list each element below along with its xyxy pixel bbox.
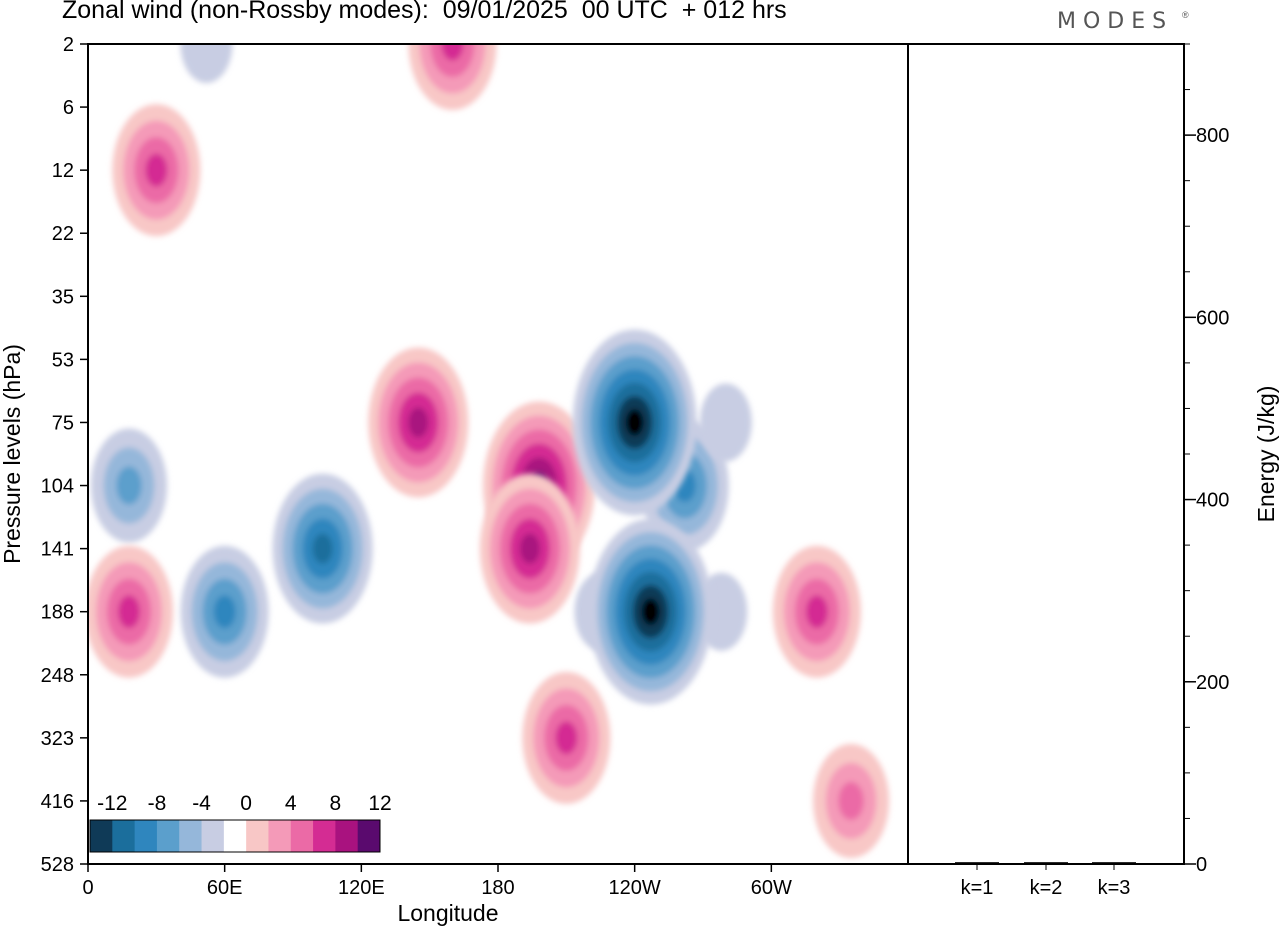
- energy-axis-title: Energy (J/kg): [1253, 386, 1279, 523]
- colorbar-swatch: [112, 820, 136, 852]
- heatmap-feature: [180, 545, 269, 678]
- heatmap-feature: [180, 44, 233, 83]
- x-tick-label: 60W: [751, 877, 792, 899]
- colorbar-swatch: [246, 820, 269, 852]
- heatmap-contour: [213, 595, 236, 629]
- energy-category-label: k=2: [1030, 877, 1063, 899]
- x-tick-label: 120E: [338, 877, 385, 899]
- colorbar-label: -8: [148, 792, 167, 815]
- y-tick-label: 416: [41, 791, 74, 813]
- y-tick-label: 75: [52, 412, 74, 434]
- heatmap-contour: [625, 409, 644, 436]
- x-tick-label: 180: [481, 877, 514, 899]
- colorbar-swatch: [357, 820, 381, 852]
- energy-category-label: k=3: [1098, 877, 1131, 899]
- heatmap-contour: [555, 721, 578, 755]
- colorbar-label: 4: [285, 792, 297, 815]
- energy-bar: [1024, 862, 1068, 864]
- colorbar: -12 -8 -4 0 4 8 12: [89, 792, 392, 853]
- heatmap-contour: [805, 595, 828, 629]
- brand-logo: MODES: [1057, 9, 1174, 34]
- heatmap-contour: [312, 533, 333, 564]
- colorbar-swatch: [335, 820, 359, 852]
- heatmap-feature: [588, 518, 713, 705]
- energy-bar: [955, 862, 999, 864]
- x-tick-label: 60E: [207, 877, 243, 899]
- colorbar-label: 12: [368, 792, 391, 815]
- colorbar-swatch: [90, 820, 113, 852]
- heatmap-contour: [519, 533, 540, 564]
- heatmap-contour: [441, 44, 464, 61]
- heatmap-contour: [408, 407, 429, 438]
- energy-tick-label: 800: [1196, 125, 1229, 147]
- heatmap-feature: [522, 671, 611, 804]
- y-tick-label: 528: [41, 854, 74, 876]
- y-tick-label: 2: [63, 34, 74, 56]
- y-axis-title: Pressure levels (hPa): [0, 344, 25, 564]
- heatmap-y-axis: 2 6 12 22 35 53 75 104 141 188 248 323 416 528 Pressur…: [0, 34, 88, 876]
- colorbar-swatch: [134, 820, 158, 852]
- y-tick-label: 6: [63, 97, 74, 119]
- heatmap-feature: [272, 473, 373, 624]
- colorbar-swatch: [313, 820, 336, 852]
- colorbar-swatch: [201, 820, 225, 852]
- colorbar-swatch: [179, 820, 203, 852]
- x-tick-label: 120W: [609, 877, 661, 899]
- energy-tick-label: 200: [1196, 672, 1229, 694]
- heatmap-contour: [699, 383, 752, 462]
- colorbar-swatch: [156, 820, 180, 852]
- heatmap-field: [88, 44, 908, 864]
- colorbar-swatch: [268, 820, 292, 852]
- heatmap-feature: [699, 383, 752, 462]
- heatmap-contour: [641, 598, 660, 625]
- colorbar-border: [89, 819, 381, 853]
- energy-panel: 0 200 400 600 800 Energy (J/kg) k=1 k=2 k=3: [907, 43, 1279, 899]
- y-tick-label: 35: [52, 286, 74, 308]
- colorbar-label: -4: [192, 792, 211, 815]
- colorbar-label: 8: [330, 792, 342, 815]
- heatmap-contour: [145, 153, 168, 187]
- heatmap-feature: [408, 44, 497, 110]
- y-tick-label: 188: [41, 602, 74, 624]
- colorbar-swatch: [223, 820, 247, 852]
- energy-category-label: k=1: [961, 877, 994, 899]
- colorbar-label: -12: [97, 792, 127, 815]
- heatmap-contour: [116, 466, 142, 505]
- heatmap-feature: [88, 545, 173, 678]
- y-tick-label: 141: [41, 539, 74, 561]
- heatmap-feature: [572, 329, 697, 516]
- y-tick-label: 323: [41, 728, 74, 750]
- energy-tick-label: 400: [1196, 490, 1229, 512]
- y-tick-label: 12: [52, 160, 74, 182]
- brand-registered-mark: ®: [1182, 10, 1189, 20]
- heatmap-contour: [838, 781, 864, 820]
- heatmap-feature: [772, 545, 861, 678]
- colorbar-label: 0: [240, 792, 252, 815]
- x-axis-title: Longitude: [397, 900, 498, 926]
- heatmap-x-axis: 0 60E 120E 180 120W 60W Longitude: [82, 864, 792, 926]
- heatmap-feature: [91, 428, 167, 543]
- energy-frame: [907, 43, 1185, 865]
- y-tick-label: 53: [52, 349, 74, 371]
- heatmap-feature: [479, 473, 580, 624]
- energy-bar: [1092, 862, 1136, 864]
- y-tick-label: 22: [52, 223, 74, 245]
- colorbar-swatch: [290, 820, 314, 852]
- heatmap-feature: [368, 347, 469, 498]
- x-tick-label: 0: [82, 877, 93, 899]
- heatmap-contour: [118, 595, 140, 629]
- chart-title: Zonal wind (non-Rossby modes): 09/01/202…: [62, 0, 787, 24]
- heatmap-contour: [180, 44, 233, 83]
- y-tick-label: 104: [41, 476, 74, 498]
- y-tick-label: 248: [41, 665, 74, 687]
- heatmap-feature: [112, 104, 201, 237]
- energy-tick-label: 600: [1196, 307, 1229, 329]
- heatmap-feature: [813, 743, 890, 858]
- energy-tick-label: 0: [1196, 854, 1207, 876]
